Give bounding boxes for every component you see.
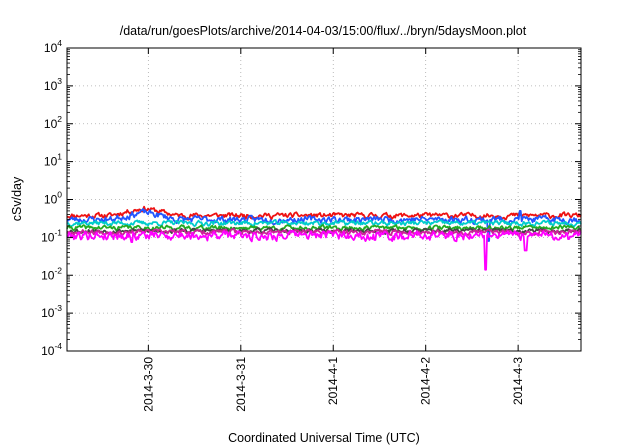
x-axis-ticks: 2014-3-30 2014-3-31 2014-4-1 2014-4-2 2014-4…	[141, 48, 525, 412]
y-tick-label: 102	[44, 114, 62, 131]
chart-title: /data/run/goesPlots/archive/2014-04-03/1…	[120, 24, 527, 38]
x-tick-label: 2014-4-3	[511, 357, 525, 405]
grid-lines	[67, 48, 581, 351]
y-tick-label: 101	[44, 152, 62, 169]
series-line-2	[66, 207, 582, 242]
series-group	[66, 205, 582, 271]
y-tick-label: 100	[44, 190, 62, 207]
series-line-7	[66, 229, 582, 271]
series-line-4	[66, 223, 582, 233]
series-line-1	[66, 205, 582, 221]
x-axis-label: Coordinated Universal Time (UTC)	[228, 431, 420, 445]
x-tick-label: 2014-3-30	[141, 357, 155, 412]
y-tick-label: 10-4	[41, 341, 62, 358]
x-tick-label: 2014-4-2	[419, 357, 433, 405]
x-tick-label: 2014-4-1	[326, 357, 340, 405]
y-axis-ticks: 10-4 10-3 10-2 10-1 100 101 102 103 104	[41, 38, 581, 358]
y-tick-label: 10-1	[41, 227, 62, 244]
x-tick-label: 2014-3-31	[234, 357, 248, 412]
y-axis-label: cSv/day	[10, 176, 24, 221]
y-tick-label: 104	[44, 38, 62, 55]
y-tick-label: 10-2	[41, 265, 62, 282]
series-line-3	[66, 218, 582, 228]
y-tick-label: 10-3	[41, 303, 62, 320]
y-tick-label: 103	[44, 76, 62, 93]
